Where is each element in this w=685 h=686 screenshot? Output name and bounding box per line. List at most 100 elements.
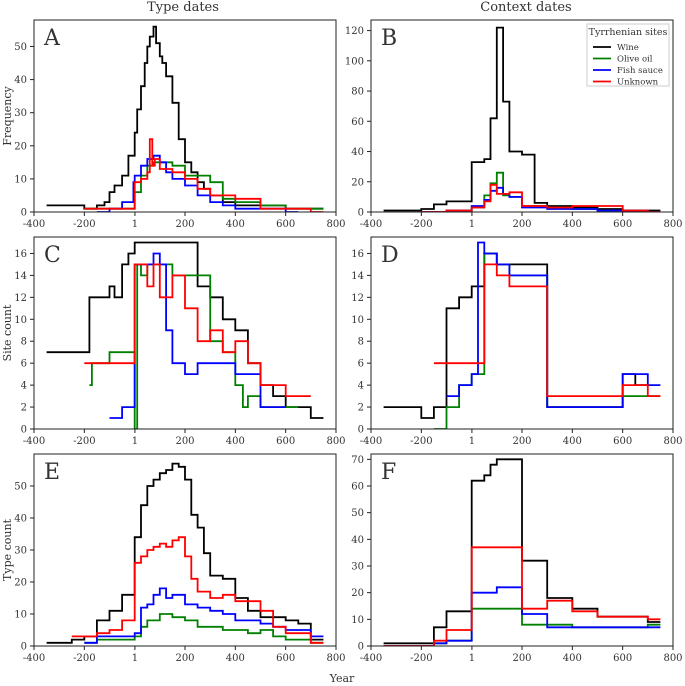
panel-f-line-wine	[383, 458, 661, 645]
panel-e-ytick-label: 10	[14, 610, 27, 621]
panel-a-line-fish-sauce	[96, 154, 299, 212]
panel-e-series	[46, 462, 324, 644]
panel-e-ylabel: Type count	[1, 518, 14, 581]
panel-b-ytick-label: 20	[351, 177, 364, 188]
panel-b-ytick-label: 60	[351, 117, 364, 128]
panel-e-xtick-label: -200	[73, 653, 95, 664]
panel-e-xtick-label: 800	[326, 653, 345, 664]
column-title-context-dates: Context dates	[480, 0, 571, 15]
panel-c-ytick-label: 6	[21, 359, 27, 370]
legend-label-wine: Wine	[617, 43, 639, 53]
panel-f-xtick-label: 200	[512, 653, 531, 664]
panel-d-xtick-label: 600	[613, 436, 632, 447]
legend-label-unknown: Unknown	[617, 78, 659, 88]
panel-a-line-unknown	[84, 138, 324, 212]
panel-a-xtick-label: 1	[132, 219, 138, 230]
panel-b-series	[383, 26, 661, 212]
panel-c: -400 -200 1 200 400 600 800 0 2 4 6 8 10 12 14 16 C Site …	[1, 236, 346, 447]
panel-a-ytick-label: 10	[14, 174, 27, 185]
panel-a-ytick-label: 20	[14, 141, 27, 152]
panel-e-ytick-label: 30	[14, 546, 27, 557]
panel-c-ytick-label: 4	[21, 381, 27, 392]
panel-d-ytick-label: 12	[351, 293, 364, 304]
panel-d-series	[383, 241, 661, 429]
panel-d-ytick-label: 2	[358, 403, 364, 414]
panel-b-xtick-label: 1	[469, 219, 475, 230]
panel-d-line-fish-sauce	[446, 241, 661, 408]
panel-a-ytick-label: 50	[14, 42, 27, 53]
panel-d-line-wine	[383, 252, 648, 419]
panel-e-xtick-label: -400	[23, 653, 45, 664]
panel-c-series	[46, 241, 324, 429]
panel-e-ytick-label: 0	[21, 642, 27, 653]
panel-c-xtick-label: -200	[73, 436, 95, 447]
panel-a-ylabel: Frequency	[1, 85, 14, 145]
panel-f: -400 -200 1 200 400 600 800 0 10 20 30 40 50 60 70 F	[351, 453, 683, 664]
panel-b-line-unknown	[421, 183, 661, 212]
panel-f-xtick-label: 1	[469, 653, 475, 664]
panel-e-line-fish-sauce	[84, 587, 324, 644]
panel-c-ytick-label: 16	[14, 249, 27, 260]
panel-e-ytick-label: 50	[14, 482, 27, 493]
panel-d-ytick-label: 6	[358, 359, 364, 370]
panel-f-xtick-label: 800	[663, 653, 682, 664]
panel-f-xtick-label: -200	[410, 653, 432, 664]
panel-b-ytick-label: 80	[351, 87, 364, 98]
legend-label-olive-oil: Olive oil	[617, 55, 653, 65]
panel-d-ytick-label: 4	[358, 381, 364, 392]
panel-b: -400 -200 1 200 400 600 800 0 20 40 60 80 100 120 B	[345, 19, 683, 230]
panel-c-xtick-label: 1	[132, 436, 138, 447]
panel-b-letter: B	[381, 26, 397, 51]
panel-a-xtick-label: 200	[175, 219, 194, 230]
panel-f-series	[383, 458, 661, 646]
panel-c-frame	[33, 236, 337, 430]
panel-a-xtick-label: 600	[276, 219, 295, 230]
panel-c-letter: C	[44, 243, 61, 268]
panel-c-ytick-label: 8	[21, 337, 27, 348]
panel-b-ytick-label: 40	[351, 147, 364, 158]
panel-a-xtick-label: 400	[226, 219, 245, 230]
panel-e: -400 -200 1 200 400 600 800 0 10 20 30 40 50 E Type co…	[1, 453, 346, 664]
panel-b-line-wine	[383, 26, 661, 212]
panel-e-line-wine	[46, 462, 324, 644]
panel-d-ytick-label: 16	[351, 249, 364, 260]
legend-box	[586, 23, 670, 87]
panel-f-line-fish-sauce	[383, 586, 661, 646]
panel-b-xtick-label: -400	[360, 219, 382, 230]
panel-e-ytick-label: 20	[14, 578, 27, 589]
panel-a-series	[46, 25, 324, 212]
panel-e-xtick-label: 400	[226, 653, 245, 664]
panel-d-ytick-label: 0	[358, 425, 364, 436]
panel-f-ytick-label: 10	[351, 615, 364, 626]
panel-f-xtick-label: -400	[360, 653, 382, 664]
panel-c-xtick-label: 800	[326, 436, 345, 447]
panel-a-xtick-label: 800	[326, 219, 345, 230]
panel-d-letter: D	[381, 243, 399, 268]
panel-c-xtick-label: 400	[226, 436, 245, 447]
panel-c-ytick-label: 0	[21, 425, 27, 436]
panel-b-xtick-label: 200	[512, 219, 531, 230]
panel-c-ytick-label: 14	[14, 271, 27, 282]
panel-d-line-unknown	[433, 263, 661, 397]
panel-c-ytick-label: 10	[14, 315, 27, 326]
panel-b-ytick-label: 100	[345, 56, 364, 67]
panel-e-letter: E	[44, 460, 60, 485]
panel-d: -400 -200 1 200 400 600 800 0 2 4 6 8 10 12 14 16 D	[351, 236, 683, 447]
panel-b-line-fish-sauce	[421, 186, 661, 212]
panel-d-ytick-label: 10	[351, 315, 364, 326]
panel-b-ytick-label: 120	[345, 26, 364, 37]
panel-a-xtick-label: -400	[23, 219, 45, 230]
panel-f-ytick-label: 20	[351, 588, 364, 599]
panel-e-xtick-label: 600	[276, 653, 295, 664]
panel-b-xtick-label: 800	[663, 219, 682, 230]
panel-f-ytick-label: 30	[351, 562, 364, 573]
panel-c-xtick-label: 600	[276, 436, 295, 447]
panel-f-ytick-label: 50	[351, 508, 364, 519]
panel-d-ytick-label: 8	[358, 337, 364, 348]
panel-d-xtick-label: -200	[410, 436, 432, 447]
panel-d-frame	[370, 236, 674, 430]
panel-c-line-unknown	[84, 263, 311, 397]
panel-a-ytick-label: 40	[14, 75, 27, 86]
